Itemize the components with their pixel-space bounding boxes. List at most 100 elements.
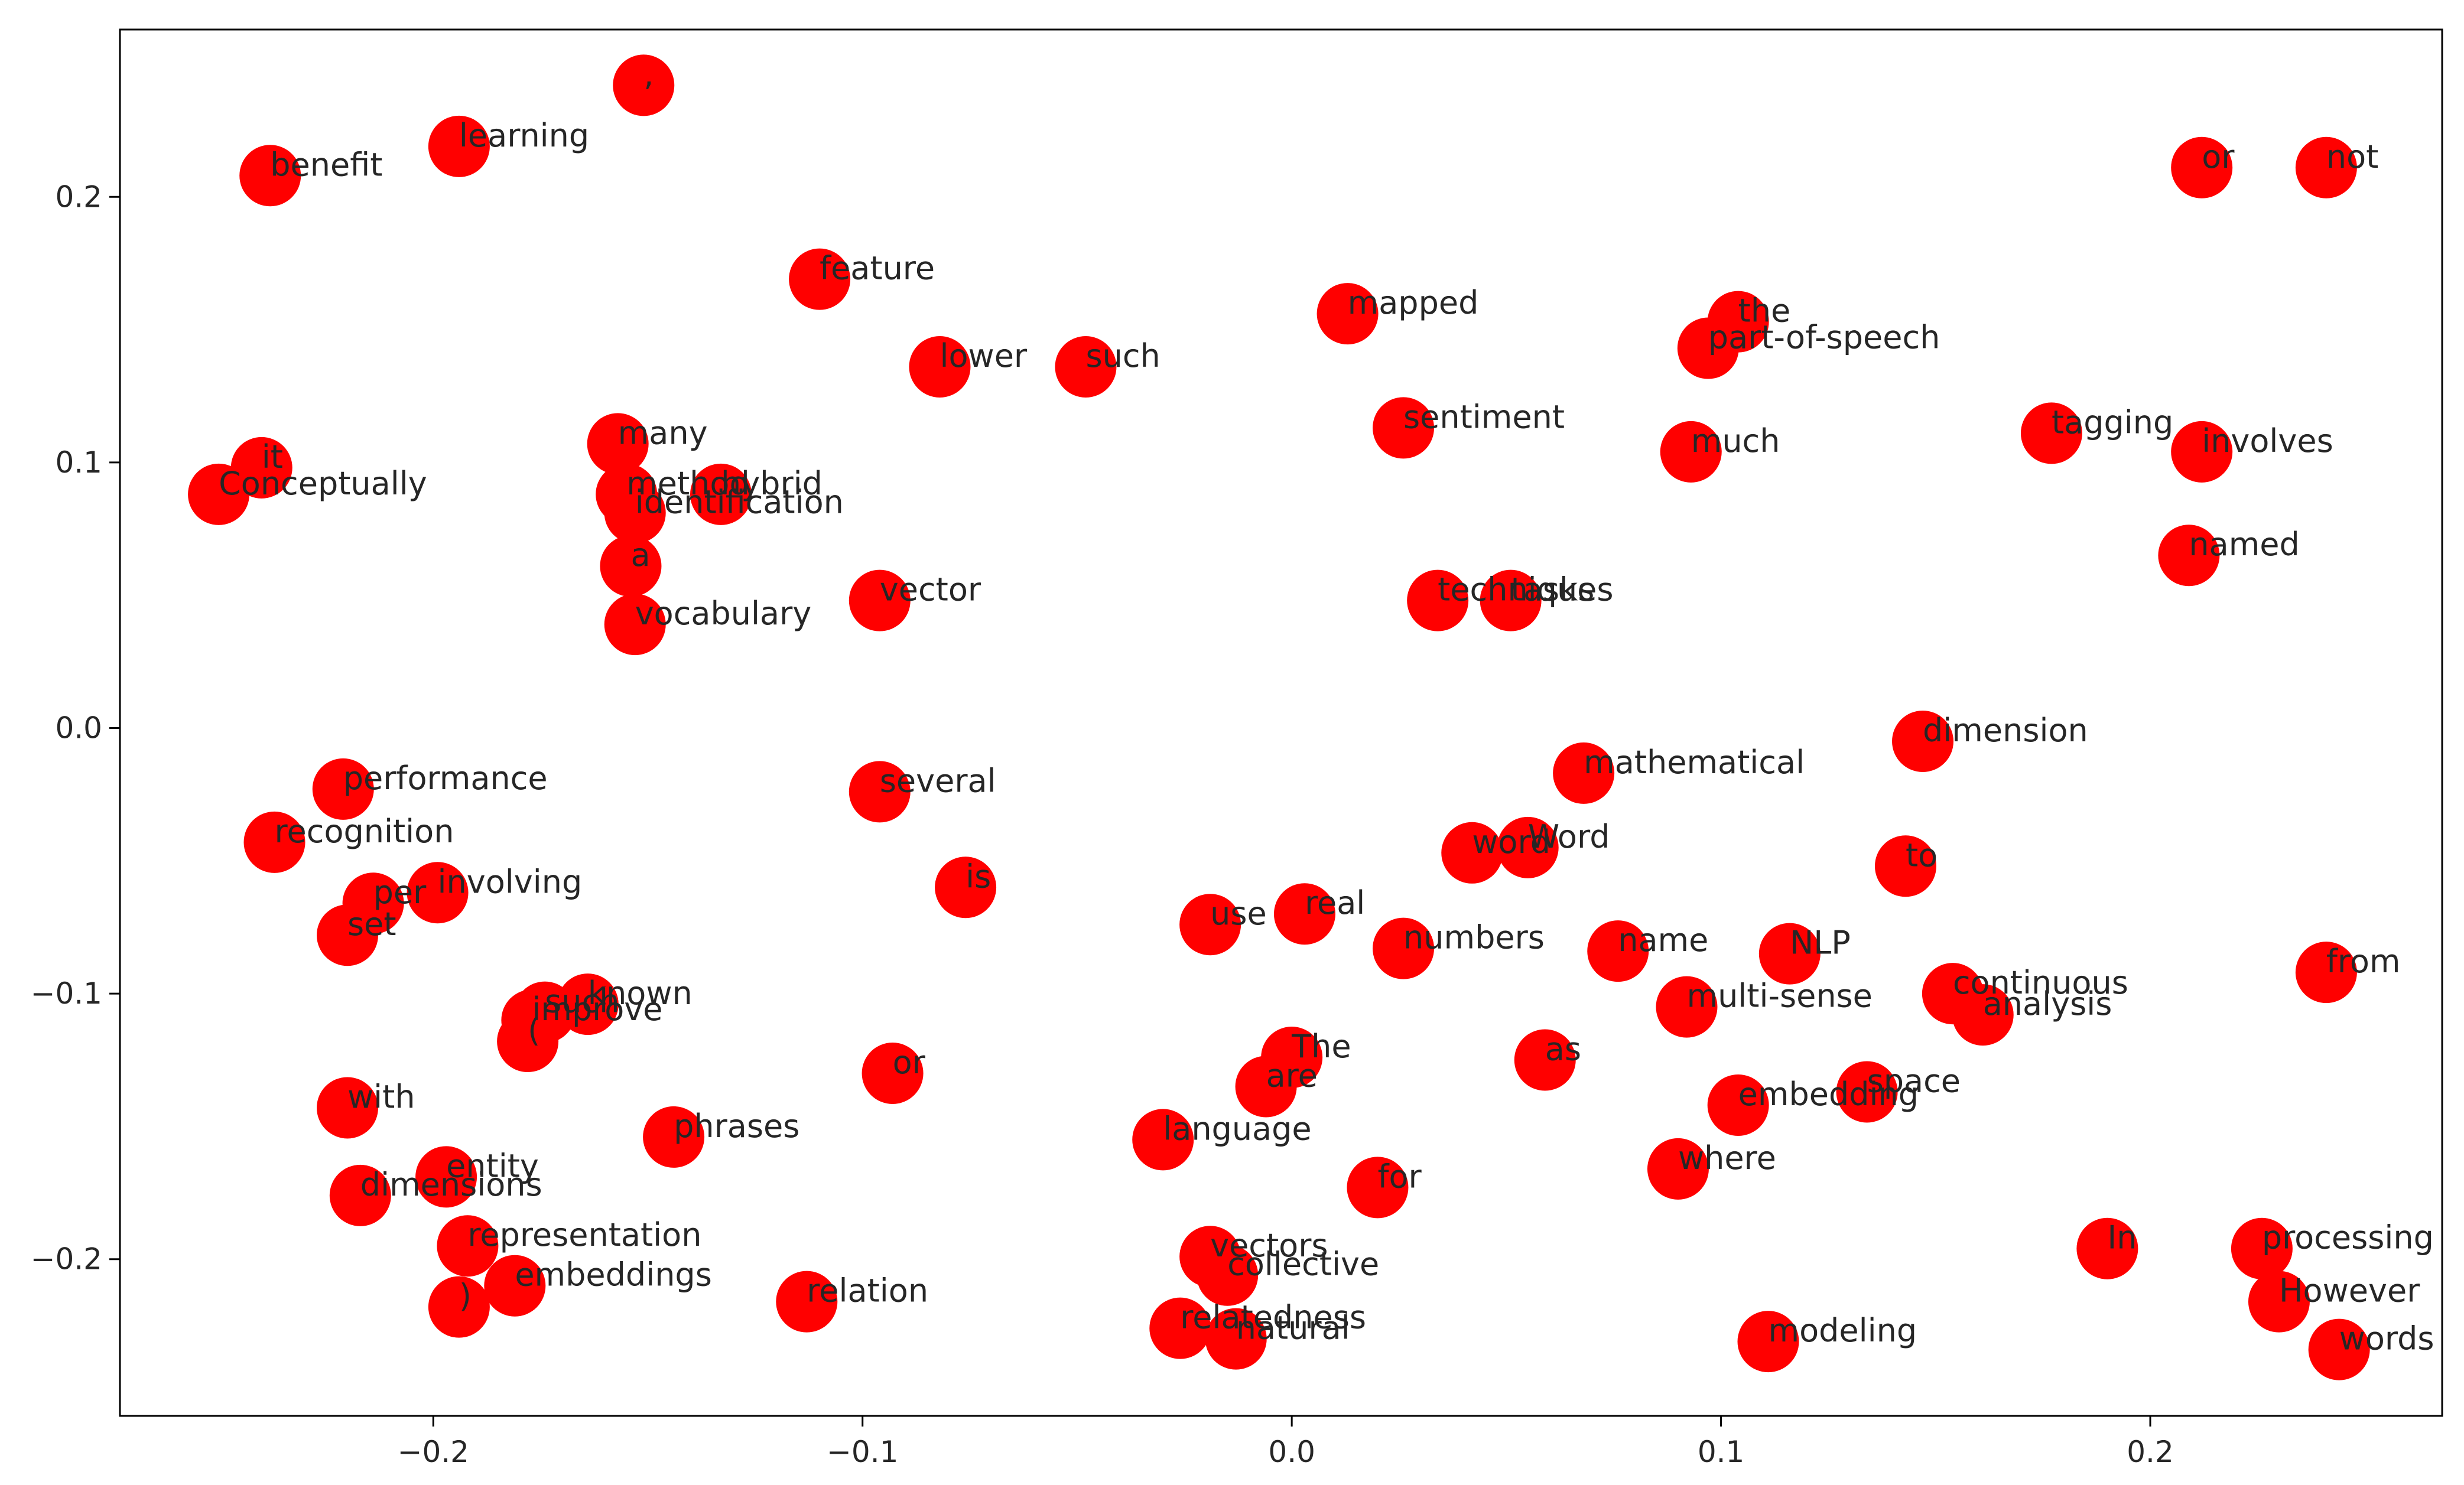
point-label: tagging — [2052, 403, 2173, 441]
point-label: representation — [467, 1216, 701, 1253]
data-point — [2231, 1217, 2293, 1279]
data-point — [776, 1271, 838, 1333]
data-point — [604, 594, 666, 656]
point-label: named — [2189, 526, 2299, 563]
y-tick-label: 0.1 — [55, 445, 102, 480]
point-label: recognition — [275, 813, 454, 850]
point-label: it — [262, 438, 283, 476]
point-label: learning — [459, 117, 589, 154]
point-label: benefit — [270, 146, 382, 183]
data-point — [317, 904, 379, 966]
point-label: collective — [1227, 1246, 1379, 1283]
point-label: continuous — [1953, 964, 2128, 1001]
point-label: modeling — [1769, 1312, 1917, 1349]
point-label: many — [618, 414, 708, 451]
data-point — [789, 248, 851, 310]
data-point — [437, 1215, 499, 1277]
point-label: vector — [880, 571, 981, 608]
point-label: In — [2107, 1219, 2137, 1256]
data-point — [1179, 894, 1241, 956]
data-point — [428, 115, 490, 177]
data-point — [690, 463, 752, 525]
data-point — [1707, 1074, 1769, 1136]
data-point — [484, 1255, 546, 1317]
data-point — [2308, 1318, 2370, 1380]
data-point — [1647, 1138, 1709, 1200]
plot-frame — [119, 28, 2443, 1417]
data-point — [862, 1042, 924, 1104]
point-label: Word — [1528, 818, 1610, 855]
data-point — [188, 463, 250, 525]
x-tick-label: 0.1 — [1698, 1435, 1745, 1469]
point-label: word — [1472, 823, 1550, 861]
labels-layer: , learning benefit feature lower such mapped th… — [219, 56, 2434, 1357]
x-tick-label: −0.2 — [398, 1435, 469, 1469]
point-label: natural — [1236, 1310, 1350, 1347]
data-point — [1656, 976, 1718, 1038]
data-point — [849, 569, 911, 631]
point-label: identification — [635, 483, 844, 520]
data-point — [239, 145, 301, 207]
data-point — [1677, 317, 1739, 379]
data-point — [1758, 923, 1821, 985]
point-label: as — [1545, 1031, 1581, 1068]
data-point — [1952, 984, 2014, 1046]
data-point — [909, 336, 971, 398]
data-point — [935, 857, 997, 919]
data-point — [604, 482, 666, 544]
point-label: real — [1305, 884, 1365, 921]
data-point — [1273, 883, 1335, 945]
point-label: tasks — [1511, 571, 1595, 608]
point-label: such — [1085, 337, 1160, 374]
data-point — [1441, 822, 1503, 884]
point-label: several — [880, 762, 996, 799]
data-point — [2158, 525, 2220, 587]
point-label: numbers — [1403, 919, 1545, 956]
data-point — [643, 1106, 705, 1168]
point-label: NLP — [1790, 924, 1851, 962]
point-label: to — [1906, 836, 1938, 874]
point-label: Conceptually — [219, 465, 427, 502]
data-point — [1373, 397, 1435, 459]
point-label: the — [1738, 292, 1791, 330]
point-label: much — [1691, 422, 1780, 460]
point-label: improve — [532, 991, 662, 1028]
data-point — [428, 1276, 490, 1338]
y-tick-label: 0.0 — [55, 711, 102, 745]
point-label: multi-sense — [1686, 978, 1872, 1015]
data-point — [1055, 336, 1117, 398]
point-label: known — [588, 975, 693, 1012]
point-label: vocabulary — [635, 595, 812, 632]
data-point — [1316, 283, 1379, 345]
point-label: feature — [820, 250, 935, 287]
point-label: method — [626, 465, 750, 502]
point-label: mapped — [1348, 284, 1479, 321]
data-point — [317, 1077, 379, 1139]
data-point — [1407, 569, 1469, 631]
data-point — [2076, 1217, 2138, 1279]
data-point — [1132, 1109, 1194, 1171]
data-point — [407, 862, 469, 924]
x-tick-label: 0.0 — [1268, 1435, 1315, 1469]
y-tick-label: 0.2 — [55, 180, 102, 214]
point-label: or — [893, 1044, 926, 1081]
point-label: space — [1867, 1062, 1961, 1099]
point-label: embeddings — [515, 1256, 712, 1294]
data-point — [1836, 1061, 1898, 1123]
point-label: mathematical — [1584, 744, 1805, 781]
point-label: relatedness — [1180, 1299, 1366, 1336]
point-label: per — [373, 874, 427, 911]
point-label: name — [1618, 921, 1708, 959]
data-point — [2171, 136, 2233, 198]
point-label: for — [1377, 1158, 1422, 1195]
data-point — [600, 535, 662, 597]
axes-layer: −0.2 −0.1 0.0 0.1 0.2 −0.2 −0.1 0.0 0.1 0.2 — [31, 180, 2174, 1469]
data-point — [1660, 421, 1722, 483]
data-point — [1553, 742, 1615, 804]
point-label: dimension — [1923, 712, 2088, 749]
data-point — [1347, 1157, 1409, 1219]
points-layer — [188, 54, 2370, 1380]
point-label: The — [1291, 1028, 1351, 1065]
point-label: relation — [807, 1272, 928, 1310]
point-label: hybrid — [721, 465, 823, 502]
